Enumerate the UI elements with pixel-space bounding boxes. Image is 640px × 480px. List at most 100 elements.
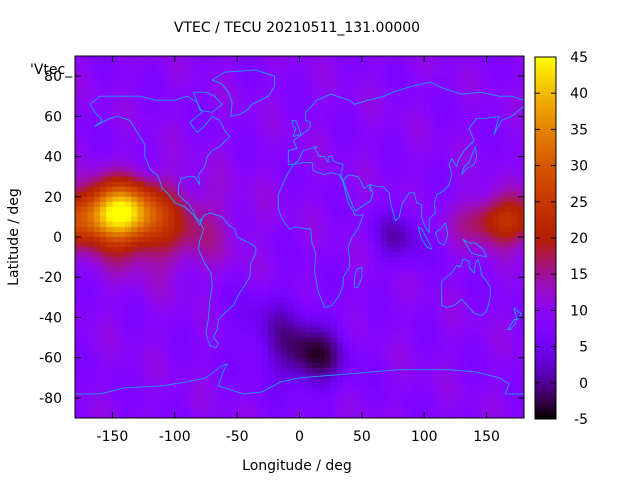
heatmap-cell: [212, 116, 219, 122]
heatmap-cell: [137, 66, 144, 72]
heatmap-cell: [355, 297, 363, 303]
heatmap-cell: [299, 66, 307, 72]
heatmap-cell: [237, 237, 244, 243]
heatmap-cell: [393, 136, 400, 142]
heatmap-cell: [517, 357, 524, 364]
heatmap-cell: [293, 131, 300, 137]
heatmap-cell: [430, 216, 438, 223]
heatmap-cell: [99, 186, 107, 193]
heatmap-cell: [199, 272, 207, 278]
heatmap-cell: [274, 166, 282, 173]
heatmap-cell: [343, 282, 350, 288]
heatmap-cell: [293, 322, 300, 328]
heatmap-cell: [224, 151, 232, 157]
heatmap-cell: [149, 191, 157, 198]
heatmap-cell: [112, 292, 120, 298]
heatmap-cell: [287, 252, 294, 258]
heatmap-cell: [106, 357, 113, 364]
heatmap-cell: [461, 377, 469, 384]
heatmap-cell: [268, 181, 275, 188]
heatmap-cell: [449, 322, 456, 328]
heatmap-cell: [93, 277, 101, 283]
heatmap-cell: [143, 156, 151, 162]
heatmap-cell: [118, 312, 126, 318]
heatmap-cell: [230, 166, 238, 173]
heatmap-cell: [467, 231, 475, 238]
heatmap-cell: [299, 221, 307, 228]
heatmap-cell: [81, 156, 88, 162]
heatmap-cell: [399, 121, 406, 127]
heatmap-cell: [517, 191, 524, 198]
heatmap-cell: [75, 292, 82, 298]
heatmap-cell: [424, 71, 431, 77]
heatmap-cell: [511, 131, 519, 137]
heatmap-cell: [505, 307, 512, 313]
heatmap-cell: [274, 171, 282, 178]
heatmap-cell: [424, 141, 431, 147]
heatmap-cell: [374, 332, 381, 338]
heatmap-cell: [399, 277, 406, 283]
heatmap-cell: [205, 181, 213, 188]
heatmap-cell: [480, 131, 487, 137]
heatmap-cell: [336, 156, 344, 162]
heatmap-cell: [517, 221, 524, 228]
heatmap-cell: [243, 362, 251, 369]
heatmap-cell: [87, 216, 95, 223]
heatmap-cell: [505, 206, 512, 213]
heatmap-cell: [168, 231, 176, 238]
heatmap-cell: [293, 337, 300, 343]
heatmap-cell: [106, 211, 113, 218]
heatmap-cell: [499, 86, 506, 92]
heatmap-cell: [268, 277, 275, 283]
heatmap-cell: [380, 387, 388, 394]
heatmap-cell: [75, 402, 82, 409]
heatmap-cell: [280, 61, 288, 67]
heatmap-cell: [374, 282, 381, 288]
heatmap-cell: [137, 362, 144, 369]
heatmap-cell: [268, 221, 275, 228]
heatmap-cell: [230, 86, 238, 92]
heatmap-cell: [305, 272, 313, 278]
heatmap-cell: [311, 131, 319, 137]
heatmap-cell: [293, 211, 300, 218]
heatmap-cell: [280, 146, 288, 152]
heatmap-cell: [168, 211, 176, 218]
heatmap-cell: [156, 216, 163, 223]
heatmap-cell: [274, 292, 282, 298]
heatmap-cell: [461, 237, 469, 243]
heatmap-cell: [461, 186, 469, 193]
heatmap-cell: [280, 156, 288, 162]
heatmap-cell: [106, 191, 113, 198]
heatmap-cell: [75, 81, 82, 87]
heatmap-cell: [399, 186, 406, 193]
heatmap-cell: [430, 221, 438, 228]
heatmap-cell: [137, 101, 144, 107]
heatmap-cell: [374, 226, 381, 233]
heatmap-cell: [137, 382, 144, 389]
heatmap-cell: [461, 206, 469, 213]
heatmap-cell: [405, 297, 413, 303]
heatmap-cell: [411, 397, 419, 404]
heatmap-cell: [199, 101, 207, 107]
heatmap-cell: [218, 56, 226, 62]
heatmap-cell: [280, 56, 288, 62]
heatmap-cell: [87, 161, 95, 168]
heatmap-cell: [193, 247, 201, 253]
heatmap-cell: [274, 312, 282, 318]
heatmap-cell: [262, 367, 269, 374]
heatmap-cell: [243, 382, 251, 389]
heatmap-cell: [517, 387, 524, 394]
heatmap-cell: [386, 156, 394, 162]
heatmap-cell: [218, 282, 226, 288]
heatmap-cell: [517, 277, 524, 283]
heatmap-cell: [474, 342, 481, 349]
heatmap-cell: [143, 186, 151, 193]
heatmap-cell: [349, 91, 357, 97]
heatmap-cell: [174, 106, 182, 112]
heatmap-cell: [118, 126, 126, 132]
heatmap-cell: [124, 101, 132, 107]
heatmap-cell: [324, 392, 332, 399]
heatmap-cell: [299, 166, 307, 173]
heatmap-cell: [156, 86, 163, 92]
heatmap-cell: [131, 382, 138, 389]
